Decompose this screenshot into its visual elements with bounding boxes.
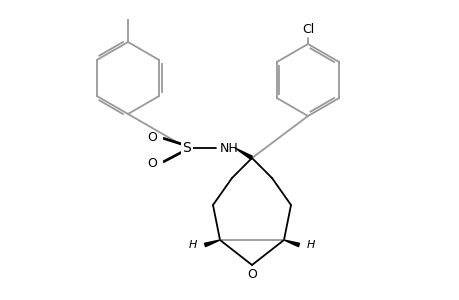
- Text: H: H: [188, 240, 196, 250]
- Text: H: H: [306, 240, 315, 250]
- Polygon shape: [283, 240, 299, 247]
- Text: Cl: Cl: [301, 23, 313, 36]
- Text: O: O: [147, 157, 157, 169]
- Text: S: S: [182, 141, 191, 155]
- Polygon shape: [235, 148, 252, 160]
- Polygon shape: [204, 240, 219, 247]
- Text: O: O: [147, 130, 157, 143]
- Text: NH: NH: [219, 142, 238, 154]
- Text: O: O: [246, 268, 257, 281]
